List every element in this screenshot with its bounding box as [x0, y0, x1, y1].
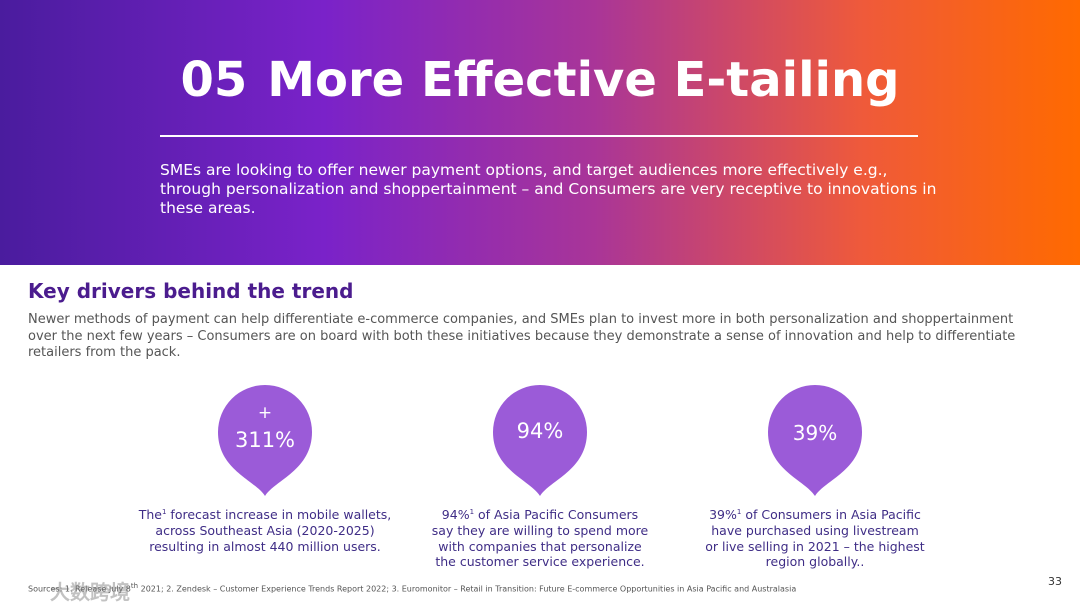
header-band: 05 More Effective E-tailing SMEs are look… [0, 0, 1080, 265]
footnote-ref: 1 [469, 508, 475, 516]
caption-text: of Asia Pacific Consumers say they are w… [431, 507, 649, 570]
section-heading: Key drivers behind the trend [28, 279, 354, 303]
sources-text: 2021; 2. Zendesk – Customer Experience T… [138, 584, 797, 594]
divider [160, 135, 918, 137]
stat-caption: 94%1 of Asia Pacific Consumers say they … [430, 505, 650, 570]
caption-text: 94% [441, 507, 470, 523]
caption-text: of Consumers in Asia Pacific have purcha… [705, 507, 925, 570]
bubble [493, 385, 587, 496]
stat-sign: + [257, 403, 273, 423]
stat-value: 311% [234, 428, 296, 452]
bubbles [218, 385, 862, 496]
stat-caption: 39%1 of Consumers in Asia Pacific have p… [705, 505, 925, 570]
watermark: 大数跨境 [50, 580, 130, 604]
bubble [768, 385, 862, 496]
sources-sup: th [130, 582, 139, 590]
caption-text: 39% [709, 507, 737, 523]
title-text: More Effective E-tailing [267, 52, 900, 108]
stat-value: 94% [516, 419, 564, 443]
section-number: 05 [180, 52, 248, 108]
footnote-ref: 1 [736, 508, 742, 516]
footnote-ref: 1 [161, 508, 167, 516]
page-number: 33 [1048, 575, 1062, 588]
stat-caption: The1 forecast increase in mobile wallets… [135, 505, 395, 554]
sources-text: Sources: 1. Release July 8 [28, 584, 131, 594]
sources: Sources: 1. Release July 8th 2021; 2. Ze… [28, 582, 796, 594]
section-body: Newer methods of payment can help differ… [28, 312, 1016, 360]
subtitle: SMEs are looking to offer newer payment … [160, 161, 937, 217]
bubble [218, 385, 312, 496]
caption-text: The [138, 507, 162, 523]
title: 05 More Effective E-tailing [0, 52, 1080, 108]
caption-text: forecast increase in mobile wallets, acr… [149, 507, 392, 554]
stat-value: 39% [792, 421, 838, 445]
